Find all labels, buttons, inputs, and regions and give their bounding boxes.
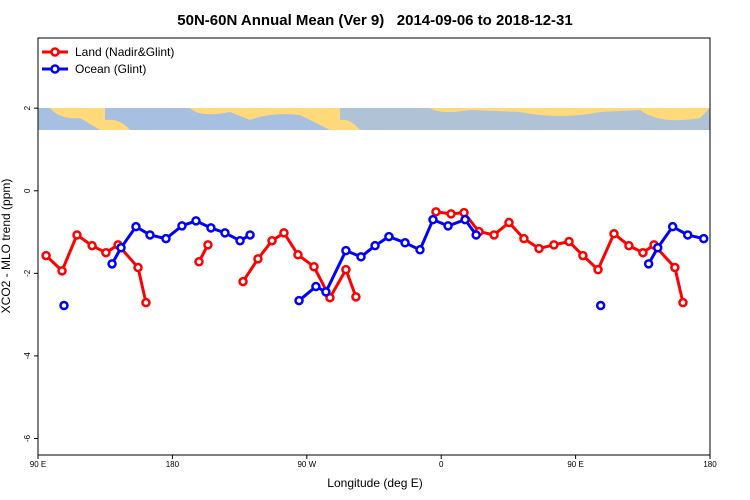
point <box>415 245 425 255</box>
point <box>72 230 82 240</box>
point <box>534 243 544 254</box>
point <box>177 221 187 231</box>
point <box>519 233 529 244</box>
point <box>253 254 263 264</box>
point <box>351 292 361 302</box>
point <box>549 240 559 250</box>
x-tick-label: 90 E <box>30 460 46 469</box>
point <box>133 262 143 273</box>
plot-frame <box>37 37 711 456</box>
point <box>220 228 230 238</box>
point <box>309 261 319 272</box>
point <box>489 230 499 240</box>
point <box>57 266 67 276</box>
point <box>400 238 410 248</box>
point <box>443 221 453 231</box>
point <box>370 240 380 251</box>
y-axis-label: XCO2 - MLO trend (ppm) <box>0 179 13 314</box>
point <box>145 230 155 240</box>
point <box>107 259 117 269</box>
point <box>652 242 663 253</box>
point <box>564 236 574 247</box>
legend-label: Ocean (Glint) <box>75 62 146 76</box>
point <box>321 287 331 297</box>
point <box>203 240 213 250</box>
x-tick-label: 0 <box>439 460 444 469</box>
point <box>460 214 470 225</box>
legend-marker <box>50 64 60 74</box>
legend-label: Land (Nadir&Glint) <box>75 45 174 59</box>
y-tick-label: 0 <box>23 188 32 193</box>
point <box>356 252 366 262</box>
point <box>670 262 680 273</box>
point <box>191 216 201 226</box>
y-tick-label: -4 <box>23 352 32 360</box>
point <box>667 221 678 232</box>
point <box>643 259 654 269</box>
point <box>131 221 141 232</box>
point <box>341 264 351 275</box>
y-tick-label: -6 <box>23 434 32 442</box>
point <box>41 250 51 261</box>
chart-title: 50N-60N Annual Mean (Ver 9) 2014-09-06 t… <box>177 12 572 29</box>
point <box>638 247 648 258</box>
point <box>235 235 245 246</box>
point <box>593 264 603 275</box>
point <box>428 214 438 225</box>
point <box>161 233 171 244</box>
point <box>504 217 514 228</box>
point <box>678 297 688 308</box>
point <box>267 235 277 246</box>
point <box>578 250 588 261</box>
point <box>431 207 441 217</box>
y-tick-label: -2 <box>23 269 32 277</box>
point <box>206 223 216 233</box>
map-strip <box>38 108 710 130</box>
point <box>116 242 126 253</box>
point <box>101 247 111 258</box>
point <box>609 228 619 239</box>
point <box>698 233 709 244</box>
point <box>595 300 606 311</box>
x-tick-label: 90 E <box>567 460 583 469</box>
point <box>341 245 351 256</box>
x-tick-label: 180 <box>703 460 717 469</box>
point <box>446 209 456 219</box>
x-tick-label: 90 W <box>297 460 316 469</box>
point <box>245 230 255 240</box>
series-line <box>45 232 148 303</box>
point <box>194 257 204 267</box>
x-tick-label: 180 <box>166 460 180 469</box>
y-tick-label: 2 <box>23 105 32 110</box>
point <box>682 230 693 240</box>
series-line <box>435 210 685 303</box>
point <box>294 295 304 306</box>
legend-marker <box>50 47 60 57</box>
point <box>311 281 321 292</box>
point <box>384 231 394 242</box>
x-axis-label: Longitude (deg E) <box>327 476 422 490</box>
point <box>238 276 248 287</box>
point <box>87 240 97 251</box>
point <box>471 230 481 240</box>
point <box>293 250 303 260</box>
point <box>624 240 634 251</box>
point <box>59 300 69 311</box>
point <box>141 297 151 308</box>
point <box>279 228 289 238</box>
